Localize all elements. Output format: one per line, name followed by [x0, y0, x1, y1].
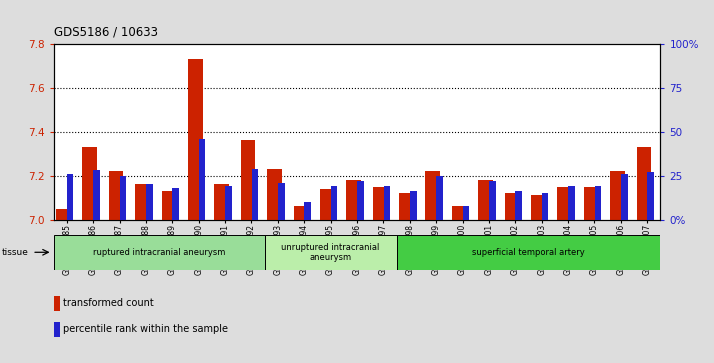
- Bar: [251, 168, 258, 220]
- Bar: [267, 169, 281, 220]
- Bar: [595, 186, 601, 220]
- Bar: [331, 186, 337, 220]
- Text: unruptured intracranial
aneurysm: unruptured intracranial aneurysm: [281, 242, 380, 262]
- Bar: [489, 181, 496, 220]
- Bar: [383, 186, 390, 220]
- Text: percentile rank within the sample: percentile rank within the sample: [64, 325, 228, 334]
- Bar: [637, 147, 651, 220]
- Text: GDS5186 / 10633: GDS5186 / 10633: [54, 25, 158, 38]
- Text: transformed count: transformed count: [64, 298, 154, 309]
- Bar: [225, 186, 232, 220]
- Bar: [621, 174, 628, 220]
- Bar: [357, 181, 363, 220]
- Bar: [109, 171, 124, 220]
- Bar: [241, 140, 256, 220]
- FancyBboxPatch shape: [265, 235, 396, 270]
- Bar: [94, 170, 100, 220]
- Bar: [56, 209, 71, 220]
- Bar: [516, 191, 522, 220]
- Text: tissue: tissue: [1, 248, 29, 257]
- Bar: [410, 191, 416, 220]
- Bar: [54, 296, 60, 311]
- Bar: [584, 187, 598, 220]
- Bar: [54, 322, 60, 337]
- Bar: [436, 176, 443, 220]
- Bar: [304, 202, 311, 220]
- Bar: [161, 191, 176, 220]
- Bar: [478, 180, 493, 220]
- FancyBboxPatch shape: [54, 235, 265, 270]
- Bar: [610, 171, 625, 220]
- Bar: [172, 188, 179, 220]
- Text: superficial temporal artery: superficial temporal artery: [472, 248, 585, 257]
- Bar: [452, 207, 466, 220]
- Bar: [568, 186, 575, 220]
- Bar: [463, 205, 469, 220]
- Bar: [426, 171, 440, 220]
- Bar: [214, 184, 229, 220]
- Bar: [188, 59, 203, 220]
- Bar: [648, 172, 654, 220]
- Text: ruptured intracranial aneurysm: ruptured intracranial aneurysm: [93, 248, 226, 257]
- Bar: [320, 189, 334, 220]
- Bar: [531, 195, 545, 220]
- Bar: [373, 187, 387, 220]
- FancyBboxPatch shape: [396, 235, 660, 270]
- Bar: [120, 176, 126, 220]
- Bar: [558, 187, 572, 220]
- Bar: [82, 147, 97, 220]
- Bar: [542, 193, 548, 220]
- Bar: [505, 193, 519, 220]
- Bar: [198, 139, 206, 220]
- Bar: [278, 183, 285, 220]
- Bar: [67, 174, 74, 220]
- Bar: [146, 184, 153, 220]
- Bar: [399, 193, 413, 220]
- Bar: [346, 180, 361, 220]
- Bar: [135, 184, 150, 220]
- Bar: [293, 207, 308, 220]
